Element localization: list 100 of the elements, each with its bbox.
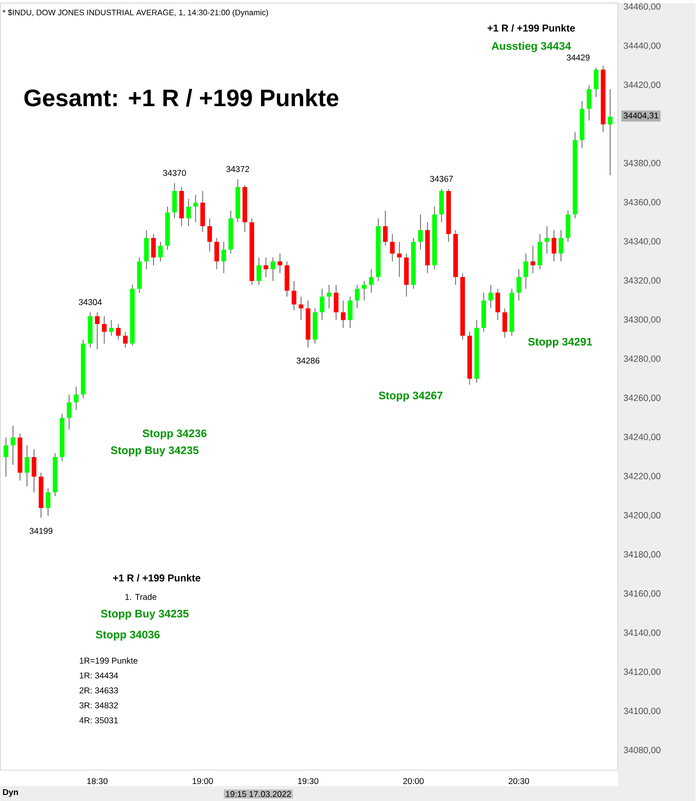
candlestick	[334, 284, 339, 321]
y-tick-label: 34360,00	[624, 198, 661, 206]
x-tick-label: 19:30	[298, 778, 318, 784]
annotation: +1 R / +199 Punkte	[113, 574, 201, 582]
candlestick	[383, 210, 388, 246]
candlestick	[270, 257, 276, 282]
candlestick	[608, 88, 613, 176]
candlestick	[558, 230, 564, 262]
annotation: Stopp 34236	[142, 429, 207, 440]
annotation: 34199	[30, 528, 53, 534]
candlestick	[46, 488, 51, 516]
candlestick	[586, 84, 592, 121]
candlestick	[4, 437, 8, 478]
candlestick	[418, 214, 423, 250]
y-tick-label: 34380,00	[624, 160, 661, 168]
candlestick	[496, 288, 500, 321]
candlestick	[123, 331, 128, 348]
y-tick-label: 34440,00	[624, 42, 661, 50]
candlestick	[327, 284, 332, 309]
candlestick	[116, 324, 121, 340]
candlestick	[298, 296, 304, 321]
candlestick	[341, 300, 346, 328]
y-tick-label: 34260,00	[624, 394, 661, 402]
text: Dyn	[3, 789, 18, 797]
y-tick-label: 34240,00	[624, 434, 661, 442]
annotation: 34404,31	[624, 112, 658, 120]
candlestick	[488, 284, 494, 309]
y-tick-label: 34460,00	[624, 3, 661, 11]
candlestick	[369, 268, 374, 294]
annotation: 3R: 34832	[80, 702, 118, 708]
y-tick-label: 34120,00	[624, 668, 661, 676]
candlestick	[516, 268, 522, 301]
candlestick	[594, 67, 599, 98]
candlestick	[355, 284, 360, 309]
y-tick-label: 34340,00	[624, 238, 661, 246]
annotation: 1R: 34434	[80, 672, 118, 678]
candlestick	[566, 210, 571, 242]
candlestick	[200, 190, 206, 232]
candlestick	[32, 448, 37, 493]
candlestick	[256, 257, 262, 286]
y-tick-label: 34100,00	[624, 708, 661, 716]
candlestick	[397, 241, 402, 278]
candlestick	[151, 234, 156, 266]
annotation: Stopp Buy 34235	[111, 446, 199, 456]
x-tick-label: 20:00	[403, 778, 424, 784]
candlestick	[102, 316, 107, 344]
candlestick	[439, 188, 444, 223]
candlestick	[348, 296, 353, 328]
candlestick	[172, 182, 178, 219]
annotation: Stopp 34036	[96, 630, 160, 641]
candlestick	[95, 312, 100, 350]
y-tick-label: 34180,00	[624, 551, 661, 559]
annotation: 34372	[226, 166, 250, 172]
candlestick	[538, 234, 542, 270]
candlestick	[362, 280, 367, 301]
x-tick-label: 20:30	[508, 778, 530, 784]
candlestick	[320, 288, 325, 321]
candlestick	[158, 241, 164, 262]
candlestick	[530, 245, 536, 274]
annotation: 34286	[296, 358, 320, 364]
annotation: 34429	[566, 54, 590, 60]
candlestick	[109, 320, 114, 336]
candlestick	[278, 253, 282, 274]
candlestick	[292, 280, 297, 311]
y-tick-label: 34140,00	[624, 629, 661, 637]
text: Gesamt: +1 R / +199 Punkte	[24, 88, 339, 107]
candlestick	[390, 234, 395, 262]
annotation: Stopp 34291	[528, 338, 592, 348]
candlestick	[208, 218, 212, 252]
candlestick	[144, 230, 149, 270]
y-tick-label: 34280,00	[624, 356, 661, 363]
text: 19:15 17.03.2022	[226, 791, 292, 798]
candlestick	[194, 194, 198, 223]
x-tick-label: 19:00	[192, 778, 214, 784]
y-tick-label: 34300,00	[624, 316, 661, 324]
y-tick-label: 34420,00	[624, 82, 661, 89]
y-tick-label: 34220,00	[624, 472, 661, 480]
annotation: Stopp 34267	[378, 392, 443, 402]
candlestick	[214, 237, 220, 270]
y-tick-label: 34320,00	[624, 277, 661, 285]
annotation: 1. Trade	[126, 594, 157, 600]
candlestick	[10, 425, 16, 466]
y-tick-label: 34160,00	[624, 590, 661, 598]
annotation: Ausstieg 34434	[492, 42, 572, 52]
candlestick	[74, 386, 79, 411]
candlestick	[502, 308, 508, 338]
annotation: 4R: 35031	[80, 717, 118, 724]
y-tick-label: 34200,00	[624, 512, 661, 520]
candlestick	[524, 253, 528, 290]
annotation: 2R: 34633	[80, 687, 118, 694]
annotation: 34370	[163, 170, 186, 176]
candlestick	[67, 394, 72, 430]
y-tick-label: 34080,00	[624, 746, 661, 754]
annotation: 34304	[79, 299, 102, 306]
candlestick	[24, 444, 30, 487]
candlestick	[222, 241, 226, 274]
x-tick-label: 18:30	[88, 778, 108, 784]
annotation: +1 R / +199 Punkte	[488, 24, 576, 32]
annotation: 1R=199 Punkte	[80, 657, 138, 664]
annotation: 34367	[430, 176, 454, 182]
